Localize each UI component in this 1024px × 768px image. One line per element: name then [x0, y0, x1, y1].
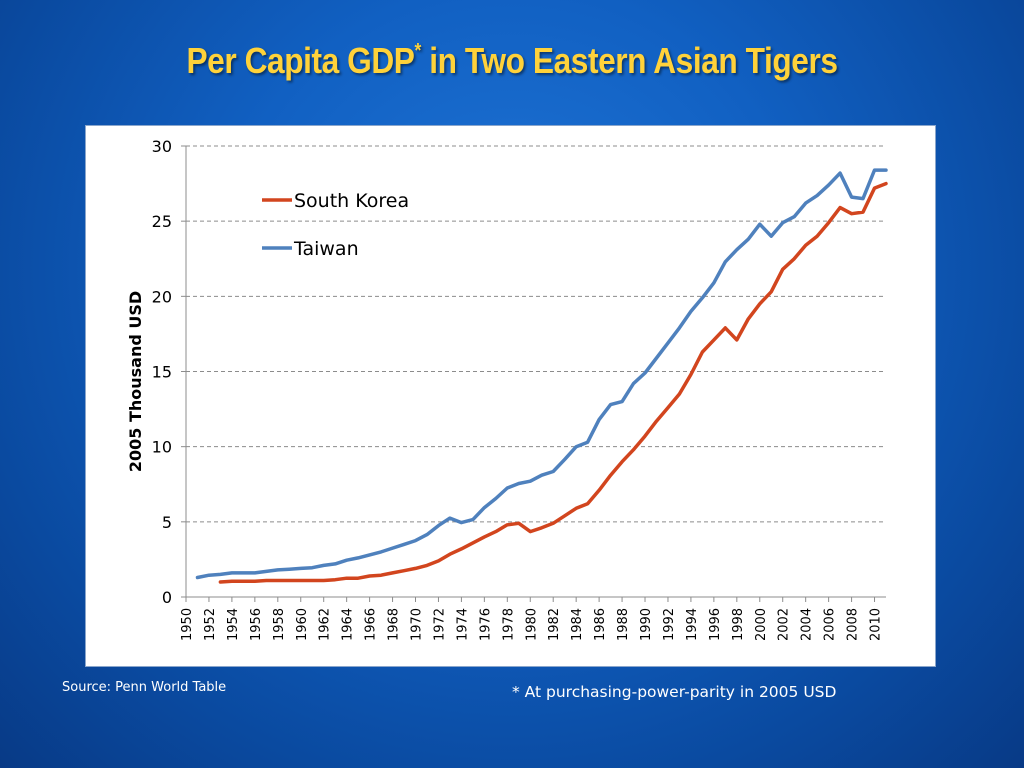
gdp-line-chart: 0 5 10 15 20 25 30 1950 1952 1954 1956 1958 1960 1962…: [126, 137, 888, 641]
x-tick-label-1974: 1974: [455, 608, 470, 641]
source-note: Source: Penn World Table: [62, 680, 227, 695]
x-tick-label-1966: 1966: [364, 608, 379, 641]
x-tick-label-2000: 2000: [754, 608, 769, 641]
chart-panel: 0 5 10 15 20 25 30 1950 1952 1954 1956 1958 1960 1962…: [85, 125, 936, 667]
x-tick-label-1962: 1962: [318, 608, 333, 641]
slide-title: Per Capita GDP* in Two Eastern Asian Tig…: [61, 40, 962, 82]
x-tick-label-1990: 1990: [639, 608, 654, 641]
x-tick-label-1982: 1982: [547, 608, 562, 641]
x-tick-label-1986: 1986: [593, 608, 608, 641]
x-tick-label-1976: 1976: [478, 608, 493, 641]
ppp-footnote: * At purchasing-power-parity in 2005 USD: [512, 683, 837, 701]
y-tick-label-0: 0: [162, 588, 172, 607]
x-tick-label-1954: 1954: [226, 608, 241, 641]
y-tick-label-25: 25: [152, 212, 172, 231]
y-tick-label-15: 15: [152, 363, 172, 382]
series-line-south-korea: [218, 181, 888, 584]
title-rest: in Two Eastern Asian Tigers: [420, 40, 838, 81]
y-tick-label-10: 10: [152, 438, 172, 457]
x-tick-label-1996: 1996: [708, 608, 723, 641]
x-tick-label-2002: 2002: [777, 608, 792, 641]
x-tick-label-1988: 1988: [616, 608, 631, 641]
x-tick-label-1952: 1952: [203, 608, 218, 641]
legend-label-south-korea: South Korea: [294, 190, 409, 212]
y-tick-label-30: 30: [152, 137, 172, 156]
legend-label-taiwan: Taiwan: [293, 238, 359, 260]
x-tick-label-1978: 1978: [501, 608, 516, 641]
y-tick-label-5: 5: [162, 513, 172, 532]
x-tick-label-1960: 1960: [295, 608, 310, 641]
x-tick-label-1972: 1972: [432, 608, 447, 641]
y-axis-title: 2005 Thousand USD: [126, 291, 145, 472]
x-tick-label-1970: 1970: [410, 608, 425, 641]
title-main: Per Capita GDP: [186, 40, 415, 81]
x-tick-label-1956: 1956: [249, 608, 264, 641]
x-tick-label-1998: 1998: [731, 608, 746, 641]
x-tick-label-1958: 1958: [272, 608, 287, 641]
x-tick-label-2008: 2008: [846, 608, 861, 641]
x-tick-label-2010: 2010: [869, 608, 884, 641]
x-tick-label-1950: 1950: [180, 608, 195, 641]
y-tick-label-20: 20: [152, 287, 172, 306]
x-tick-label-1994: 1994: [685, 608, 700, 641]
x-tick-label-1968: 1968: [387, 608, 402, 641]
x-tick-label-2006: 2006: [823, 608, 838, 641]
x-tick-label-1980: 1980: [524, 608, 539, 641]
series-line-taiwan: [195, 168, 888, 580]
x-tick-label-1964: 1964: [341, 608, 356, 641]
x-tick-label-1992: 1992: [662, 608, 677, 641]
x-tick-label-1984: 1984: [570, 608, 585, 641]
x-tick-label-2004: 2004: [800, 608, 815, 641]
title-asterisk: *: [414, 40, 421, 62]
